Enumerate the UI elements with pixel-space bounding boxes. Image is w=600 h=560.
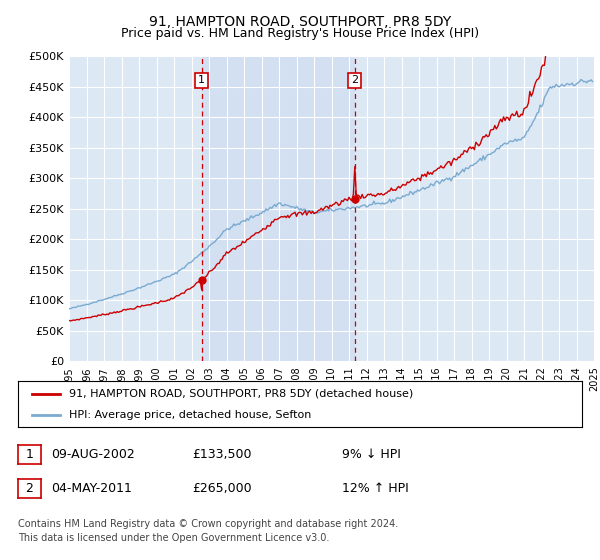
Text: 09-AUG-2002: 09-AUG-2002 [51, 448, 135, 461]
Text: 2: 2 [25, 482, 34, 495]
Text: £265,000: £265,000 [192, 482, 251, 495]
Text: 2: 2 [351, 76, 358, 86]
Text: 9% ↓ HPI: 9% ↓ HPI [342, 448, 401, 461]
Text: HPI: Average price, detached house, Sefton: HPI: Average price, detached house, Seft… [69, 410, 311, 420]
Text: 1: 1 [198, 76, 205, 86]
Text: Price paid vs. HM Land Registry's House Price Index (HPI): Price paid vs. HM Land Registry's House … [121, 27, 479, 40]
Text: Contains HM Land Registry data © Crown copyright and database right 2024.
This d: Contains HM Land Registry data © Crown c… [18, 519, 398, 543]
Text: 1: 1 [25, 448, 34, 461]
Text: £133,500: £133,500 [192, 448, 251, 461]
Text: 91, HAMPTON ROAD, SOUTHPORT, PR8 5DY: 91, HAMPTON ROAD, SOUTHPORT, PR8 5DY [149, 15, 451, 29]
Text: 12% ↑ HPI: 12% ↑ HPI [342, 482, 409, 495]
Text: 91, HAMPTON ROAD, SOUTHPORT, PR8 5DY (detached house): 91, HAMPTON ROAD, SOUTHPORT, PR8 5DY (de… [69, 389, 413, 399]
Text: 04-MAY-2011: 04-MAY-2011 [51, 482, 132, 495]
Bar [202, 56, 355, 361]
